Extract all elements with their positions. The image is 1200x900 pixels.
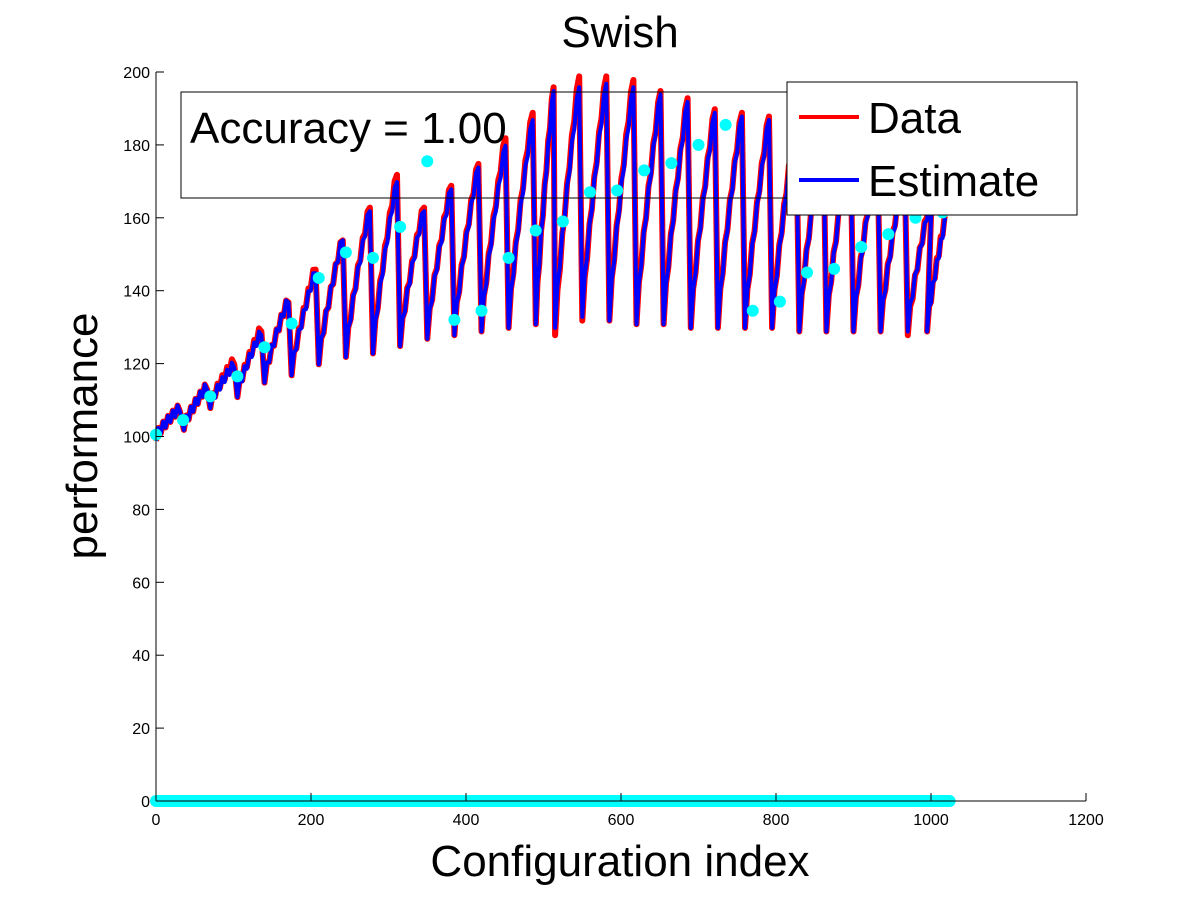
x-axis-label: Configuration index: [430, 837, 809, 886]
scatter-point: [719, 118, 732, 131]
scatter-point: [258, 341, 271, 354]
scatter-point: [855, 240, 868, 253]
axes: 0 200 400 600 800 1000 1200 0 20 40 60 80 100 120 140…: [123, 65, 1104, 829]
scatter-point: [367, 251, 379, 264]
scatter-point: [882, 228, 895, 241]
x-ticks: 0 200 400 600 800 1000 1200: [152, 793, 1104, 829]
y-tick-label: 0: [141, 794, 150, 811]
scatter-point: [177, 414, 190, 427]
scatter-point: [204, 390, 217, 403]
scatter-point: [448, 313, 461, 326]
scatter-point: [828, 262, 841, 275]
scatter-point: [556, 215, 569, 228]
legend-label-data: Data: [868, 94, 961, 143]
legend-label-estimate: Estimate: [868, 157, 1039, 206]
y-ticks: 0 20 40 60 80 100 120 140 160 180 200: [123, 65, 164, 811]
scatter-point: [231, 370, 244, 383]
x-tick-label: 600: [608, 812, 635, 829]
accuracy-box: Accuracy = 1.00: [180, 91, 792, 199]
y-tick-label: 140: [123, 284, 150, 301]
scatter-point: [746, 304, 759, 317]
y-tick-label: 120: [123, 357, 150, 374]
scatter-point: [339, 246, 352, 259]
scatter-point: [611, 184, 624, 197]
y-tick-label: 160: [123, 211, 150, 228]
y-tick-label: 60: [132, 575, 150, 592]
scatter-point: [394, 220, 407, 233]
legend-frame: [786, 81, 1078, 216]
scatter-point: [638, 164, 651, 177]
scatter-point: [421, 155, 434, 168]
x-tick-label: 800: [763, 812, 790, 829]
y-tick-label: 80: [132, 502, 150, 519]
x-tick-label: 200: [298, 812, 325, 829]
scatter-point: [475, 304, 488, 317]
y-tick-label: 20: [132, 721, 150, 738]
x-tick-label: 0: [152, 812, 161, 829]
scatter-point: [285, 317, 298, 330]
x-tick-label: 400: [453, 812, 480, 829]
legend: Data Estimate: [786, 81, 1078, 216]
scatter-point: [312, 271, 325, 284]
chart-title: Swish: [561, 8, 678, 57]
scatter-point: [801, 266, 813, 279]
scatter-point: [529, 224, 542, 237]
x-tick-label: 1200: [1068, 812, 1104, 829]
scatter-point: [773, 295, 786, 308]
scatter-point: [502, 251, 515, 264]
y-tick-label: 180: [123, 138, 150, 155]
y-tick-label: 40: [132, 648, 150, 665]
x-tick-label: 1000: [913, 812, 949, 829]
scatter-point: [584, 186, 596, 199]
scatter-point: [692, 138, 705, 151]
y-axis-label: performance: [58, 312, 107, 559]
accuracy-text: Accuracy = 1.00: [190, 104, 507, 153]
y-tick-label: 100: [123, 430, 150, 447]
scatter-point: [665, 157, 678, 170]
y-tick-label: 200: [123, 65, 150, 82]
